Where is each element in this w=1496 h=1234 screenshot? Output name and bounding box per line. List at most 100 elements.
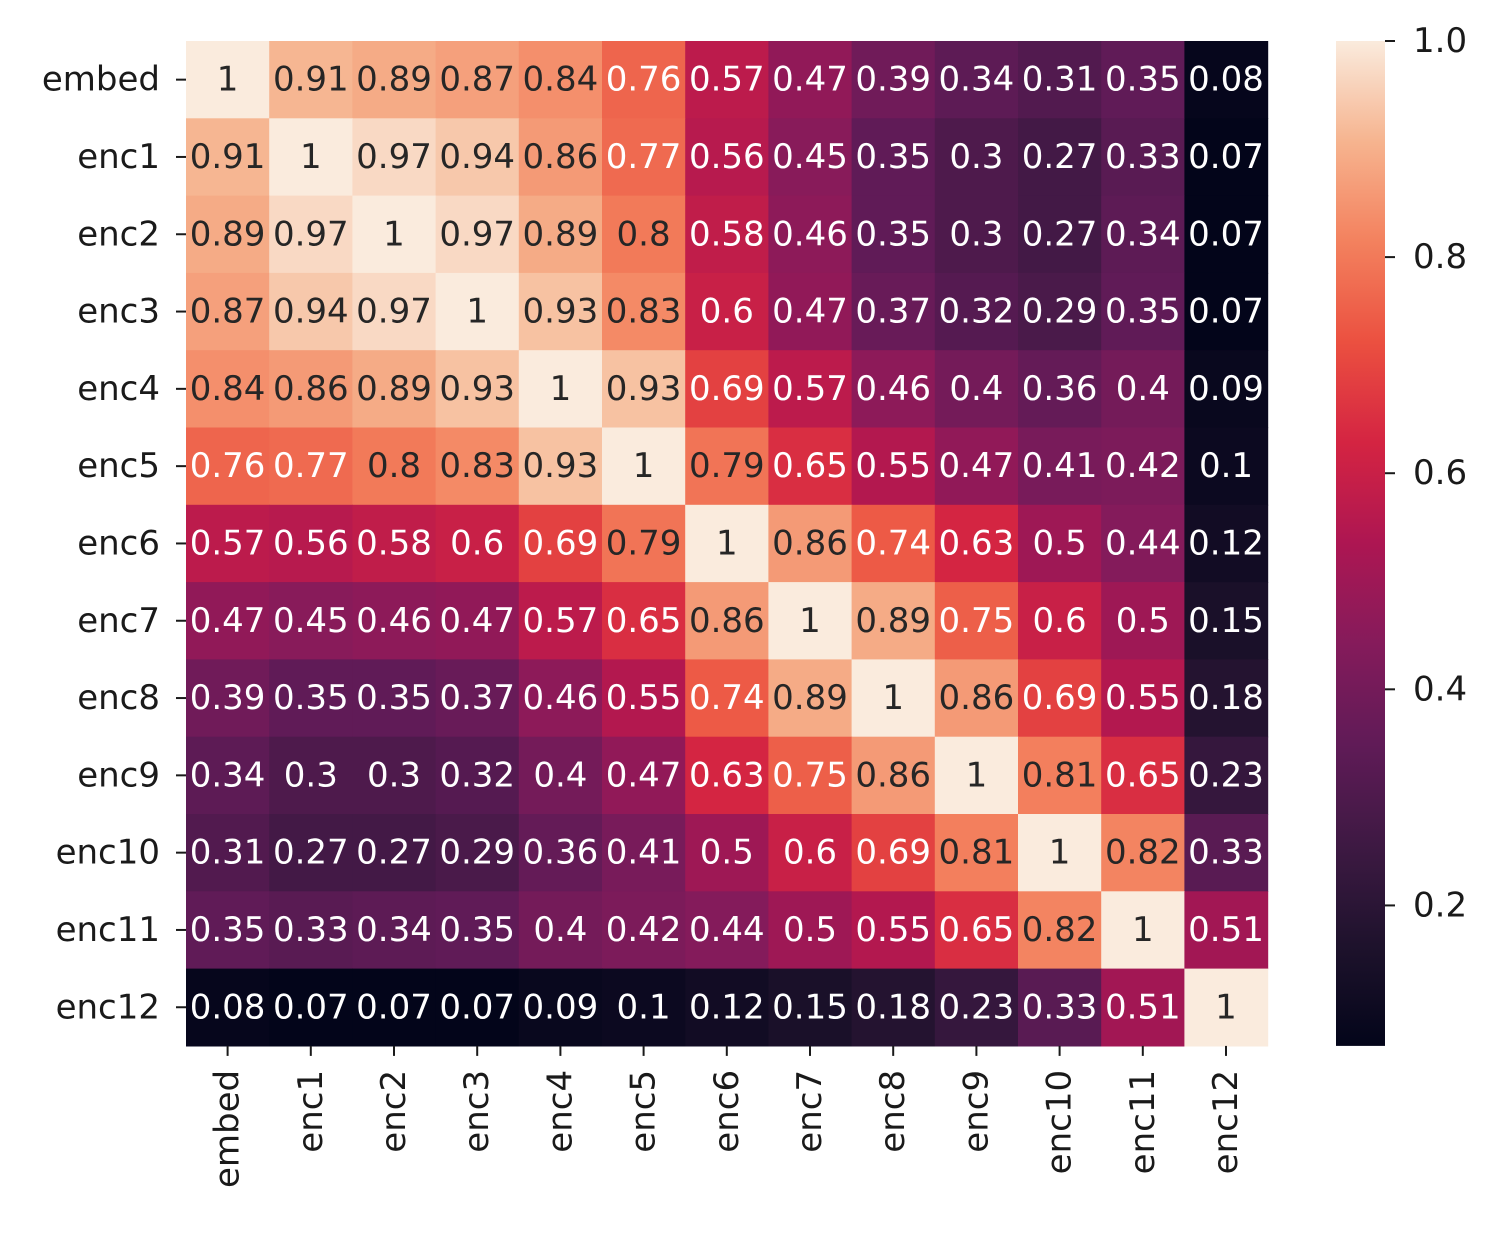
cell-value-label: 0.45	[772, 137, 848, 177]
cell-value-label: 0.76	[606, 60, 682, 100]
heatmap-cell	[186, 736, 270, 815]
heatmap-cell	[269, 968, 353, 1047]
cell-value-label: 0.39	[855, 60, 931, 100]
heatmap-cell	[269, 272, 353, 351]
heatmap-cell	[1101, 41, 1185, 119]
cell-value-label: 0.5	[1033, 523, 1087, 563]
heatmap-cell	[186, 968, 270, 1047]
heatmap-cell	[435, 968, 520, 1047]
cell-value-label: 0.65	[606, 601, 682, 641]
heatmap-cell	[602, 659, 686, 738]
colorbar-tick-label: 0.8	[1413, 237, 1467, 277]
cell-value-label: 0.4	[949, 369, 1003, 409]
cell-value-label: 1	[966, 755, 988, 795]
cell-value-label: 1	[1215, 987, 1237, 1027]
cell-value-label: 0.23	[1188, 755, 1264, 795]
cell-value-label: 0.86	[772, 523, 848, 563]
x-tick-label: enc1	[291, 1070, 331, 1153]
heatmap-cell	[851, 427, 936, 506]
heatmap-cell	[1018, 350, 1102, 429]
cell-value-label: 0.34	[356, 910, 432, 950]
cell-value-label: 0.89	[855, 601, 931, 641]
heatmap-cell	[934, 659, 1019, 738]
cell-value-label: 0.4	[1116, 369, 1170, 409]
heatmap-cell	[352, 736, 437, 815]
cell-value-label: 0.34	[190, 755, 266, 795]
heatmap-cells: 1 0.91 0.89 0.87 0.84 0.76 0.57 0.47 0.39 0.34 0.3…	[186, 41, 1269, 1047]
heatmap-cell	[602, 814, 686, 892]
heatmap-cell	[1184, 350, 1269, 429]
cell-value-label: 0.39	[190, 678, 266, 718]
cell-value-label: 0.18	[1188, 678, 1264, 718]
cell-value-label: 0.56	[273, 523, 349, 563]
cell-value-label: 0.41	[606, 833, 682, 873]
heatmap-cell	[1184, 582, 1269, 660]
cell-value-label: 0.12	[689, 987, 765, 1027]
cell-value-label: 0.35	[1105, 292, 1181, 332]
cell-value-label: 1	[550, 369, 572, 409]
cell-value-label: 0.07	[356, 987, 432, 1027]
heatmap-cell	[1018, 41, 1102, 119]
x-tick-label: enc10	[1040, 1070, 1080, 1174]
heatmap-cell	[269, 118, 353, 197]
cell-value-label: 0.82	[1105, 833, 1181, 873]
cell-value-label: 0.4	[533, 755, 587, 795]
cell-value-label: 0.35	[855, 214, 931, 254]
heatmap-cell	[435, 504, 520, 583]
x-axis: embed enc1 enc2 enc3 enc4 enc5 enc6 enc7 enc8 enc…	[208, 1045, 1246, 1188]
heatmap-cell	[602, 968, 686, 1047]
cell-value-label: 1	[716, 523, 738, 563]
heatmap-cell	[269, 350, 353, 429]
cell-value-label: 1	[1132, 910, 1154, 950]
cell-value-label: 1	[383, 214, 405, 254]
cell-value-label: 0.65	[939, 910, 1015, 950]
cell-value-label: 0.42	[606, 910, 682, 950]
cell-value-label: 0.07	[439, 987, 515, 1027]
cell-value-label: 0.34	[1105, 214, 1181, 254]
heatmap-cell	[518, 195, 603, 274]
cell-value-label: 0.74	[689, 678, 765, 718]
cell-value-label: 0.32	[939, 292, 1015, 332]
cell-value-label: 1	[882, 678, 904, 718]
heatmap-cell	[851, 814, 936, 892]
cell-value-label: 0.27	[1022, 137, 1098, 177]
heatmap-cell	[768, 195, 853, 274]
cell-value-label: 0.27	[273, 833, 349, 873]
heatmap-cell	[768, 891, 853, 970]
cell-value-label: 0.46	[356, 601, 432, 641]
heatmap-cell	[1101, 814, 1185, 892]
cell-value-label: 0.31	[190, 833, 266, 873]
cell-value-label: 0.89	[190, 214, 266, 254]
heatmap-cell	[435, 427, 520, 506]
heatmap-cell	[269, 195, 353, 274]
heatmap-cell	[269, 427, 353, 506]
cell-value-label: 0.41	[1022, 446, 1098, 486]
cell-value-label: 0.46	[523, 678, 599, 718]
heatmap-cell	[1101, 582, 1185, 660]
cell-value-label: 0.15	[772, 987, 848, 1027]
y-tick-label: enc9	[77, 755, 160, 795]
cell-value-label: 0.84	[190, 369, 266, 409]
heatmap-cell	[768, 427, 853, 506]
cell-value-label: 0.93	[606, 369, 682, 409]
heatmap-cell	[1101, 891, 1185, 970]
cell-value-label: 0.55	[855, 446, 931, 486]
heatmap-cell	[1018, 272, 1102, 351]
heatmap-cell	[602, 41, 686, 119]
cell-value-label: 0.89	[356, 369, 432, 409]
cell-value-label: 0.75	[772, 755, 848, 795]
heatmap-cell	[1018, 659, 1102, 738]
heatmap-cell	[1101, 195, 1185, 274]
heatmap-cell	[768, 272, 853, 351]
heatmap-cell	[685, 350, 769, 429]
heatmap-cell	[518, 659, 603, 738]
heatmap-cell	[186, 891, 270, 970]
heatmap-cell	[1018, 968, 1102, 1047]
heatmap-cell	[435, 582, 520, 660]
heatmap-cell	[768, 582, 853, 660]
x-tick-label: enc2	[374, 1070, 414, 1153]
cell-value-label: 0.12	[1188, 523, 1264, 563]
cell-value-label: 0.09	[523, 987, 599, 1027]
heatmap-cell	[518, 504, 603, 583]
heatmap-cell	[851, 504, 936, 583]
